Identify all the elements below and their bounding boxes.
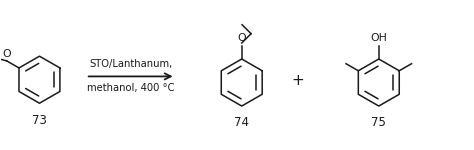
Text: +: + [291, 73, 304, 88]
Text: methanol, 400 °C: methanol, 400 °C [87, 83, 174, 93]
Text: STO/Lanthanum,: STO/Lanthanum, [89, 59, 172, 69]
Text: OH: OH [370, 33, 387, 43]
Text: O: O [2, 49, 10, 59]
Text: 75: 75 [371, 116, 386, 129]
Text: O: O [237, 33, 246, 43]
Text: 73: 73 [32, 114, 47, 127]
Text: 74: 74 [234, 116, 249, 129]
